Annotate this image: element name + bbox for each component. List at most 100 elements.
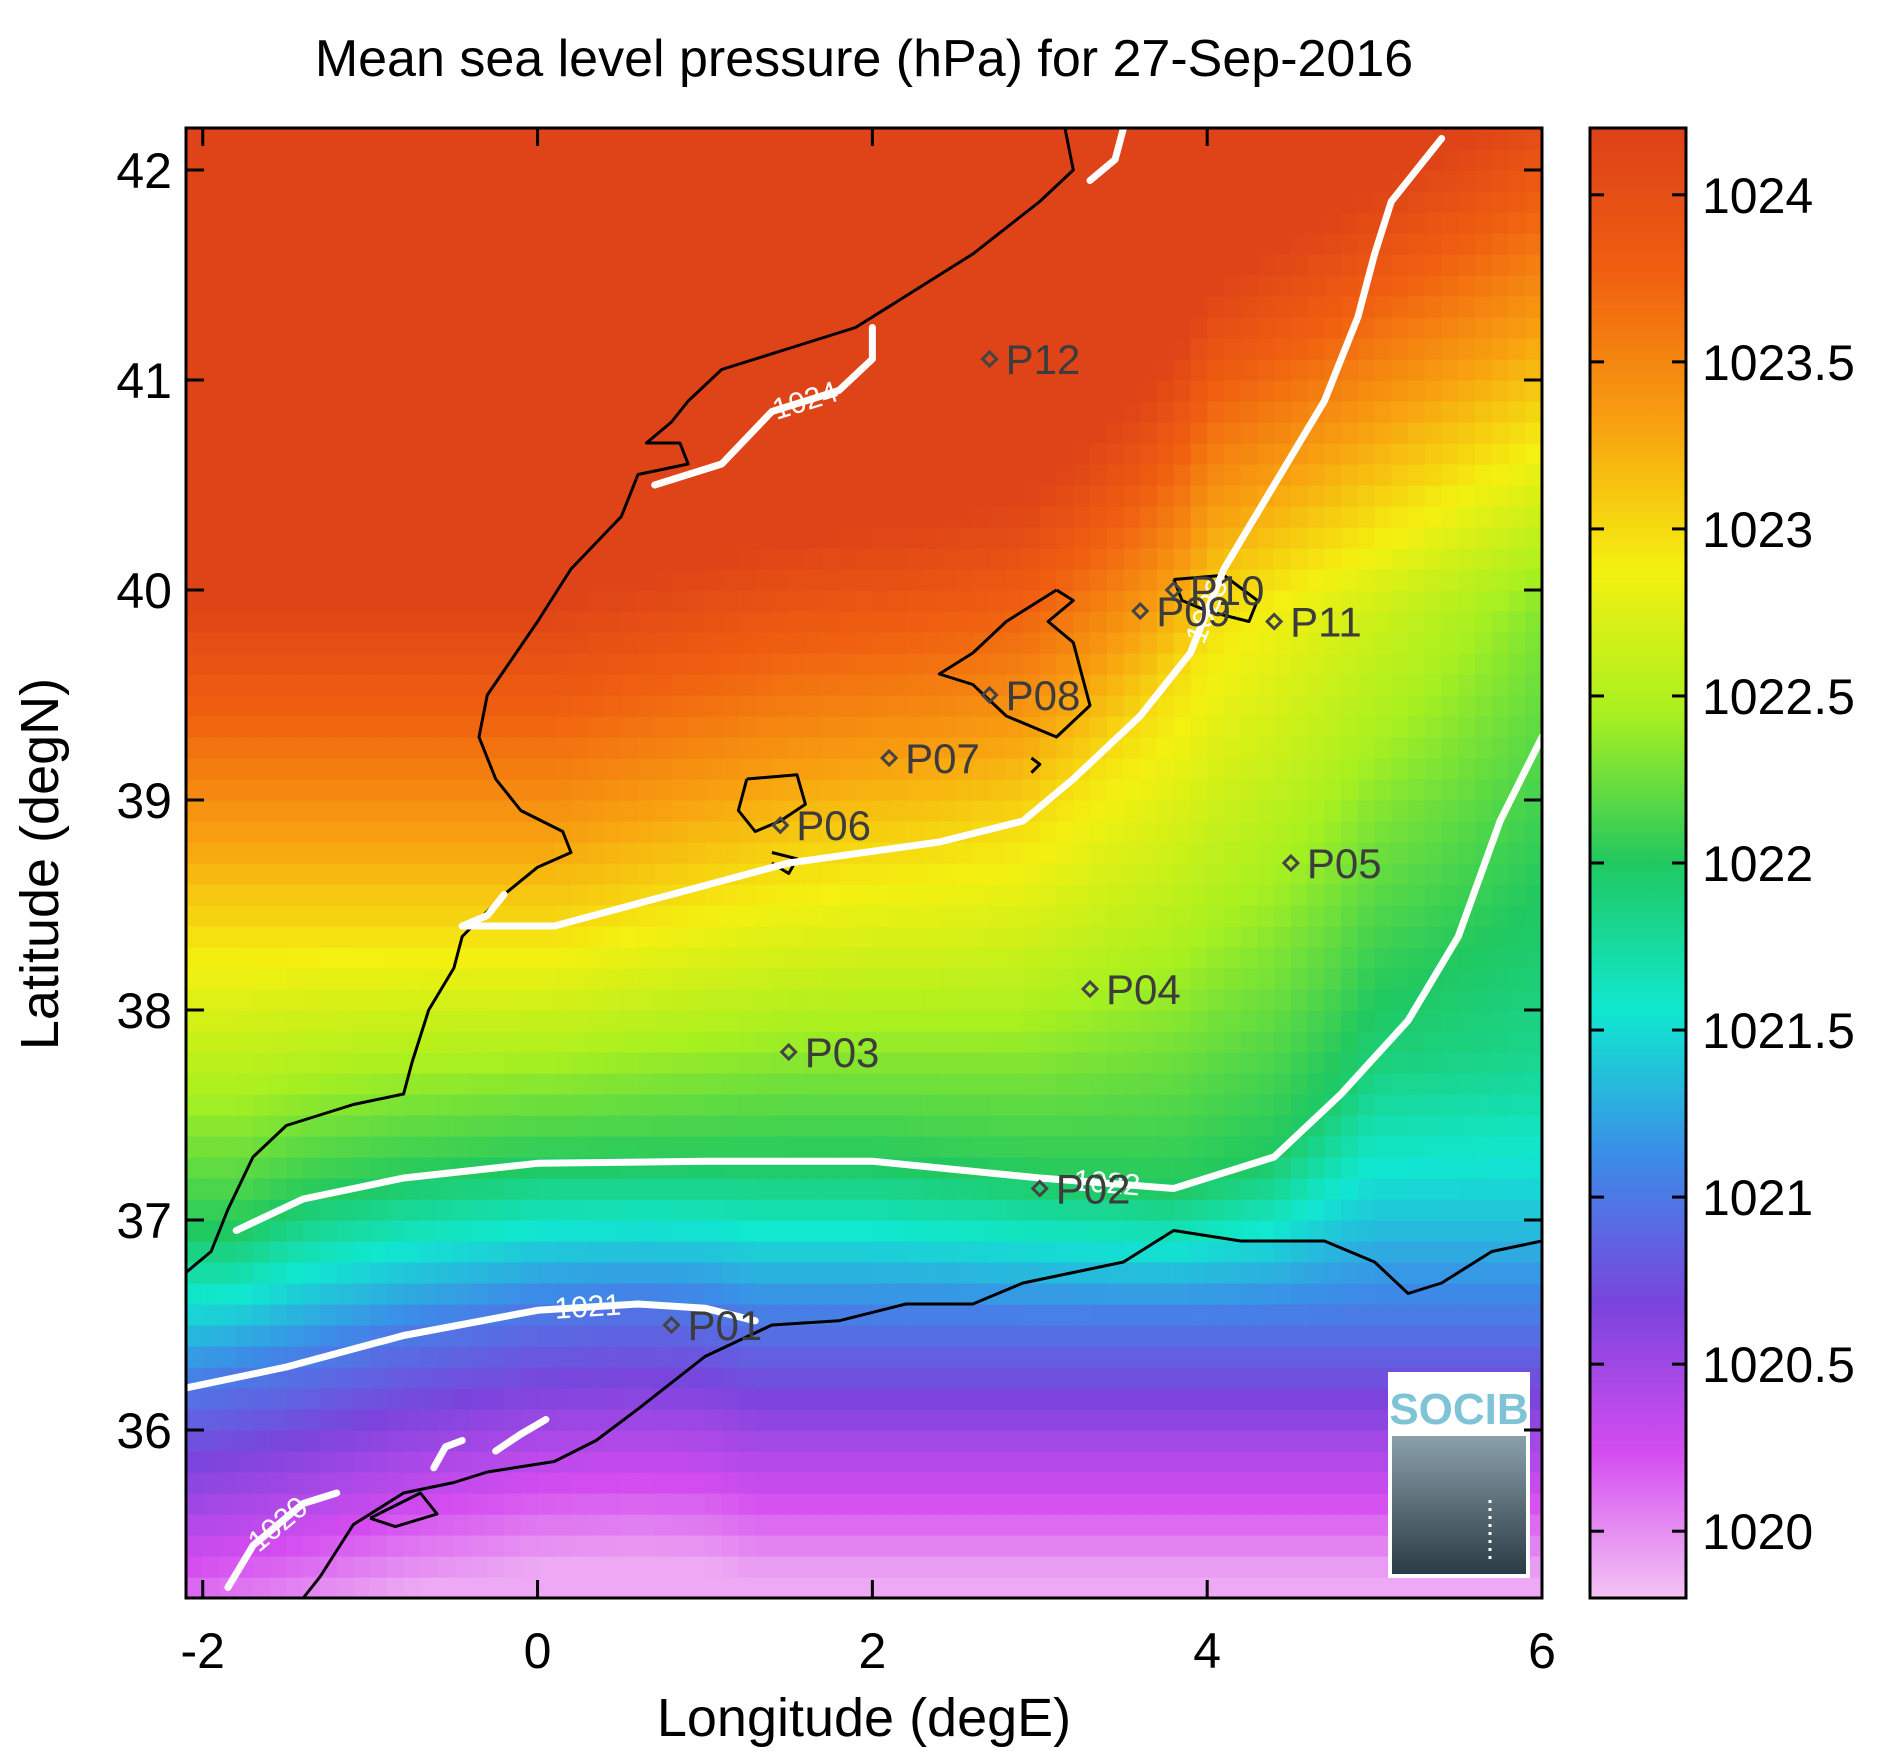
field-cell: [738, 1430, 756, 1452]
field-cell: [1090, 1409, 1108, 1431]
field-cell: [470, 758, 488, 780]
field-cell: [1073, 569, 1091, 591]
field-cell: [269, 1430, 287, 1452]
field-cell: [1039, 884, 1058, 906]
field-cell: [1408, 1031, 1426, 1053]
field-cell: [738, 1514, 756, 1536]
field-cell: [1508, 674, 1526, 696]
field-cell: [1424, 1052, 1443, 1074]
field-cell: [604, 401, 622, 423]
field-cell: [1123, 1367, 1141, 1389]
field-cell: [1106, 800, 1124, 822]
field-cell: [336, 1010, 354, 1032]
field-cell: [1223, 1472, 1242, 1494]
field-cell: [1441, 1325, 1459, 1347]
field-cell: [604, 1073, 622, 1095]
field-cell: [922, 380, 940, 402]
field-cell: [253, 1094, 271, 1116]
field-cell: [688, 1451, 706, 1473]
field-cell: [654, 1262, 672, 1284]
field-cell: [370, 1031, 388, 1053]
field-cell: [671, 800, 689, 822]
field-cell: [1408, 863, 1426, 885]
field-cell: [1290, 653, 1309, 675]
field-cell: [269, 779, 287, 801]
field-cell: [1458, 1031, 1476, 1053]
field-cell: [1207, 1346, 1225, 1368]
field-cell: [1491, 968, 1510, 990]
field-cell: [336, 1136, 354, 1158]
field-cell: [1090, 905, 1108, 927]
field-cell: [972, 590, 991, 612]
field-cell: [1391, 779, 1409, 801]
field-cell: [939, 1388, 957, 1410]
field-cell: [554, 359, 572, 381]
field-cell: [1324, 611, 1342, 633]
field-cell: [186, 1451, 204, 1473]
field-cell: [286, 1283, 304, 1305]
field-cell: [1508, 947, 1526, 969]
field-cell: [269, 422, 287, 444]
field-cell: [1475, 527, 1493, 549]
field-cell: [303, 1073, 321, 1095]
field-cell: [370, 1283, 388, 1305]
field-cell: [370, 1052, 388, 1074]
field-cell: [1508, 422, 1526, 444]
field-cell: [1073, 1325, 1091, 1347]
field-cell: [638, 695, 656, 717]
field-cell: [403, 989, 421, 1011]
field-cell: [253, 443, 271, 465]
field-cell: [269, 1241, 287, 1263]
field-cell: [604, 1556, 622, 1578]
field-cell: [1257, 1493, 1275, 1515]
field-cell: [219, 737, 237, 759]
field-cell: [1307, 968, 1325, 990]
field-cell: [1424, 779, 1443, 801]
field-cell: [1458, 527, 1476, 549]
field-cell: [1408, 1115, 1426, 1137]
field-cell: [571, 569, 589, 591]
field-cell: [487, 863, 505, 885]
field-cell: [1357, 569, 1376, 591]
field-cell: [253, 1262, 271, 1284]
field-cell: [1341, 443, 1359, 465]
field-cell: [336, 1514, 354, 1536]
field-cell: [1274, 380, 1292, 402]
field-cell: [705, 758, 723, 780]
field-cell: [1207, 842, 1225, 864]
field-cell: [1441, 1199, 1459, 1221]
field-cell: [1441, 1010, 1459, 1032]
field-cell: [1190, 359, 1208, 381]
field-cell: [855, 1136, 873, 1158]
field-cell: [403, 485, 421, 507]
field-cell: [403, 401, 421, 423]
field-cell: [336, 317, 354, 339]
field-cell: [219, 716, 237, 738]
field-cell: [487, 380, 505, 402]
field-cell: [303, 380, 321, 402]
field-cell: [1274, 1304, 1292, 1326]
field-cell: [1307, 674, 1325, 696]
field-cell: [1023, 989, 1041, 1011]
field-cell: [202, 779, 220, 801]
field-cell: [520, 1010, 539, 1032]
field-cell: [219, 401, 237, 423]
field-cell: [1157, 506, 1175, 528]
field-cell: [805, 1094, 823, 1116]
field-cell: [487, 1346, 505, 1368]
field-cell: [688, 548, 706, 570]
field-cell: [420, 758, 438, 780]
field-cell: [587, 1178, 606, 1200]
field-cell: [437, 317, 455, 339]
field-cell: [1173, 1472, 1191, 1494]
field-cell: [755, 884, 773, 906]
field-cell: [453, 422, 472, 444]
field-cell: [1374, 821, 1392, 843]
field-cell: [269, 758, 287, 780]
field-cell: [721, 1472, 739, 1494]
field-cell: [1106, 380, 1124, 402]
field-cell: [1106, 1367, 1124, 1389]
field-cell: [1475, 1346, 1493, 1368]
field-cell: [688, 1577, 706, 1598]
field-cell: [1190, 779, 1208, 801]
